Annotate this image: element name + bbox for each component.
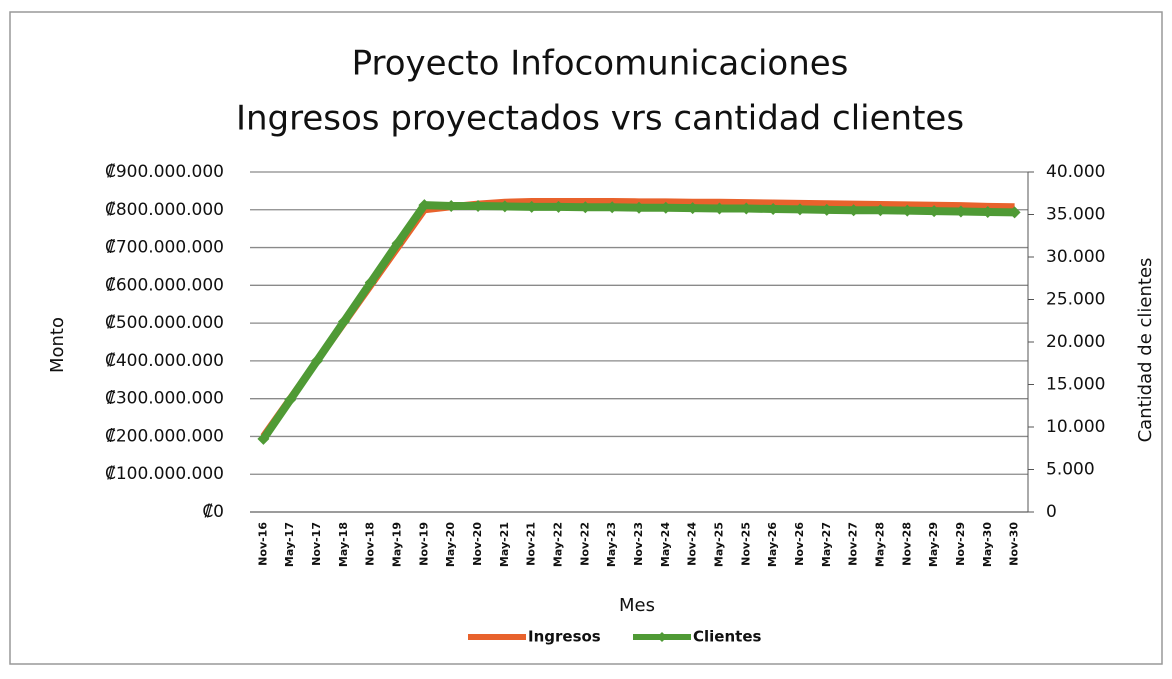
x-tick-label: Nov-24 [686,522,699,566]
series-marker [981,205,994,218]
x-tick-label: Nov-20 [471,522,484,566]
series-marker [257,432,270,445]
series-marker [445,200,458,212]
y-tick-label: ₡500.000.000 [105,313,224,333]
series-marker [874,204,887,217]
legend-marker [657,632,667,642]
y2-tick-label: 20.000 [1046,332,1105,352]
x-tick-label: May-29 [927,522,940,567]
series-marker [579,201,592,214]
x-tick-label: Nov-27 [847,522,860,566]
series-marker [284,393,297,406]
y-tick-label: ₡900.000.000 [105,162,224,182]
x-tick-label: Nov-17 [310,522,323,566]
x-tick-label: May-21 [498,522,511,567]
x-tick-label: May-17 [283,522,296,567]
x-tick-label: Nov-18 [364,522,377,566]
y2-tick-label: 5.000 [1046,460,1095,480]
x-tick-label: Nov-16 [256,522,269,566]
x-tick-label: May-19 [391,522,404,567]
x-tick-label: May-28 [873,522,886,567]
series-marker [847,204,860,217]
x-tick-label: Nov-30 [1008,522,1021,566]
y2-tick-label: 30.000 [1046,247,1105,267]
x-tick-label: Nov-25 [739,522,752,566]
legend-label: Clientes [693,628,761,646]
series-marker [928,205,941,218]
x-tick-label: Nov-21 [525,522,538,566]
legend-label: Ingresos [528,628,601,646]
y-tick-label: ₡300.000.000 [105,389,224,409]
x-tick-label: May-24 [659,522,672,567]
x-tick-label: Nov-28 [900,522,913,566]
x-tick-label: Nov-29 [954,522,967,566]
series-marker [472,200,485,212]
y2-tick-label: 40.000 [1046,162,1105,182]
x-tick-label: May-27 [820,522,833,567]
series-marker [525,200,538,213]
x-tick-label: May-18 [337,522,350,567]
series-marker [1008,206,1021,219]
y-tick-label: ₡400.000.000 [105,351,224,371]
y-tick-label: ₡800.000.000 [105,200,224,220]
series-marker [364,276,377,289]
series-marker [659,201,672,214]
y2-tick-label: 15.000 [1046,375,1105,395]
series-marker [740,202,753,215]
y-tick-label: ₡0 [202,502,224,522]
x-tick-label: Nov-22 [578,522,591,566]
x-axis-title: Mes [619,595,655,616]
chart-frame [9,11,1163,665]
series-marker [767,202,780,215]
series-marker [606,201,619,214]
series-marker [633,201,645,214]
y-tick-label: ₡600.000.000 [105,275,224,295]
series-marker [552,200,565,213]
series-marker [311,354,324,367]
series-marker [498,200,511,213]
x-tick-label: May-26 [766,522,779,567]
x-tick-label: Nov-23 [632,522,645,566]
x-tick-label: Nov-19 [417,522,430,566]
series-marker [337,315,350,328]
series-marker [391,237,404,250]
series-marker [901,204,914,217]
y2-tick-label: 25.000 [1046,290,1105,310]
y-tick-label: ₡200.000.000 [105,426,224,446]
y2-tick-label: 35.000 [1046,205,1105,225]
series-marker [686,202,699,215]
series-marker [820,203,833,216]
y-tick-label: ₡700.000.000 [105,238,224,258]
series-marker [713,202,726,215]
x-tick-label: May-30 [981,522,994,567]
x-tick-label: May-23 [605,522,618,567]
y-axis-title: Monto [47,317,68,373]
y-tick-label: ₡100.000.000 [105,464,224,484]
x-tick-label: May-25 [712,522,725,567]
chart-title: Proyecto Infocomunicaciones [352,44,849,84]
series-marker [954,205,967,218]
chart-subtitle: Ingresos proyectados vrs cantidad client… [236,99,964,139]
x-tick-label: Nov-26 [793,522,806,566]
series-marker [418,199,431,212]
y2-axis-title: Cantidad de clientes [1135,258,1156,443]
x-tick-label: May-20 [444,522,457,567]
y2-tick-label: 0 [1046,502,1057,522]
series-marker [793,203,806,216]
x-tick-label: May-22 [552,522,565,567]
y2-tick-label: 10.000 [1046,417,1105,437]
